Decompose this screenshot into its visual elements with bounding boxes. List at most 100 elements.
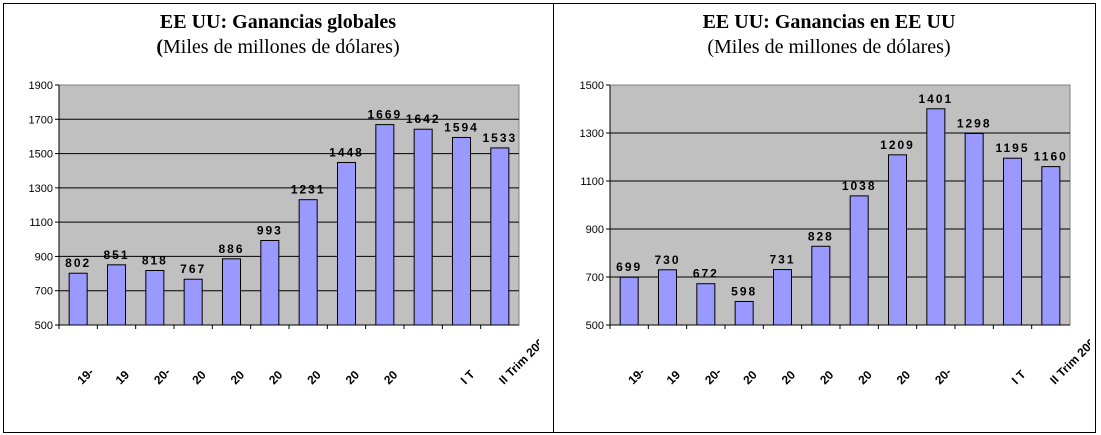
- bar: [451, 136, 472, 326]
- data-label: 1298: [957, 116, 992, 130]
- data-label: 672: [693, 267, 719, 281]
- data-label: 818: [142, 253, 168, 267]
- x-tick-label: I T: [458, 367, 478, 387]
- panel-divider: [553, 3, 554, 433]
- x-tick-label: 19: [113, 368, 133, 388]
- data-label: 851: [103, 248, 129, 262]
- chart-panel-global: EE UU: Ganancias globales (Miles de mill…: [3, 3, 553, 433]
- y-tick-label: 900: [35, 251, 53, 263]
- x-tick-label: 20: [740, 368, 760, 388]
- data-label: 802: [65, 256, 91, 270]
- data-label: 1594: [444, 120, 479, 134]
- chart-title: EE UU: Ganancias globales: [159, 11, 397, 33]
- x-tick-label: 20: [343, 368, 363, 388]
- y-tick-label: 1100: [29, 217, 53, 229]
- chart-subtitle: (Miles de millones de dólares): [3, 36, 553, 59]
- data-label: 886: [218, 242, 244, 256]
- y-tick-label: 1500: [580, 80, 604, 92]
- data-label: 1038: [842, 179, 877, 193]
- bar: [849, 195, 869, 326]
- data-label: 1209: [880, 138, 915, 152]
- x-tick-label: II Trim 2008: [496, 331, 539, 387]
- x-tick-label: 20-: [932, 365, 954, 387]
- y-tick-label: 500: [35, 320, 53, 332]
- x-tick-label: 20: [817, 368, 837, 388]
- data-label: 828: [808, 229, 834, 243]
- data-label: 598: [731, 284, 757, 298]
- y-tick-label: 700: [35, 286, 53, 298]
- bar: [260, 239, 280, 326]
- bar: [926, 108, 946, 326]
- x-tick-label: 20-: [702, 365, 724, 387]
- subtitle-open-paren: (: [707, 36, 715, 58]
- data-label: 1533: [482, 131, 517, 145]
- figure-frame: [3, 3, 1096, 433]
- bar-chart-domestic: 500 700 900 1100 1300 1500 699 19- 730 19 672 20- 59…: [580, 80, 1090, 388]
- data-label: 699: [616, 260, 642, 274]
- bar-chart-global: 500 700 900 1100 1300 1500 1700 1900 802 19- 851 19…: [29, 80, 539, 388]
- y-tick-label: 900: [586, 224, 604, 236]
- y-tick-label: 1900: [29, 80, 53, 92]
- plot-area: [609, 84, 1071, 326]
- x-tick-label: 20: [779, 368, 799, 388]
- y-tick-label: 1300: [580, 128, 604, 140]
- data-label: 1160: [1034, 150, 1068, 164]
- bar: [811, 245, 831, 326]
- data-label: 1642: [406, 112, 441, 126]
- bar: [1041, 166, 1061, 326]
- subtitle-text: Miles de millones de dólares): [163, 36, 400, 58]
- bar: [696, 283, 716, 326]
- x-tick-label: 19: [664, 368, 684, 388]
- y-tick-label: 500: [586, 320, 604, 332]
- x-tick-label: 20: [228, 368, 248, 388]
- chart-title: EE UU: Ganancias en EE UU: [702, 11, 956, 33]
- y-tick-label: 700: [586, 272, 604, 284]
- x-tick-label: 19-: [74, 365, 96, 387]
- x-tick-label: II Trim 2008: [1047, 331, 1090, 387]
- x-tick-label: 20: [266, 368, 286, 388]
- bar: [1002, 157, 1023, 326]
- data-label: 731: [769, 253, 795, 267]
- bar: [887, 154, 908, 326]
- x-tick-label: 20: [189, 368, 209, 388]
- subtitle-open-paren: (: [156, 36, 164, 58]
- data-label: 730: [654, 253, 680, 267]
- x-tick-label: 20: [304, 368, 324, 388]
- y-tick-label: 1100: [580, 176, 604, 188]
- bar: [298, 199, 318, 326]
- data-label: 993: [257, 223, 283, 237]
- bar: [964, 132, 984, 326]
- data-label: 1448: [329, 145, 364, 159]
- data-label: 1669: [367, 108, 402, 122]
- bar: [221, 258, 242, 326]
- x-tick-label: 20: [894, 368, 914, 388]
- bar: [375, 124, 395, 326]
- x-tick-label: 20: [855, 368, 875, 388]
- y-tick-label: 1700: [29, 114, 53, 126]
- bar: [336, 161, 357, 326]
- bar: [619, 276, 639, 326]
- bar: [106, 264, 127, 326]
- bar: [734, 300, 754, 326]
- data-label: 767: [180, 262, 206, 276]
- x-tick-label: 19-: [625, 365, 647, 387]
- x-tick-label: I T: [1009, 367, 1029, 387]
- bar: [183, 278, 203, 326]
- bar: [413, 128, 433, 326]
- bar: [68, 272, 88, 326]
- x-tick-label: 20-: [151, 365, 173, 387]
- y-tick-label: 1300: [29, 183, 53, 195]
- bar: [145, 269, 165, 326]
- subtitle-text: Miles de millones de dólares): [714, 36, 951, 58]
- chart-panel-domestic: EE UU: Ganancias en EE UU (Miles de mill…: [554, 3, 1101, 433]
- data-label: 1401: [918, 92, 953, 106]
- chart-subtitle: (Miles de millones de dólares): [554, 36, 1101, 59]
- bar: [490, 147, 510, 326]
- data-label: 1195: [995, 141, 1029, 155]
- bar: [657, 269, 678, 326]
- y-tick-label: 1500: [29, 149, 53, 161]
- bar: [772, 269, 793, 326]
- plot-area: [58, 84, 520, 326]
- x-tick-label: 20: [381, 368, 401, 388]
- data-label: 1231: [291, 183, 326, 197]
